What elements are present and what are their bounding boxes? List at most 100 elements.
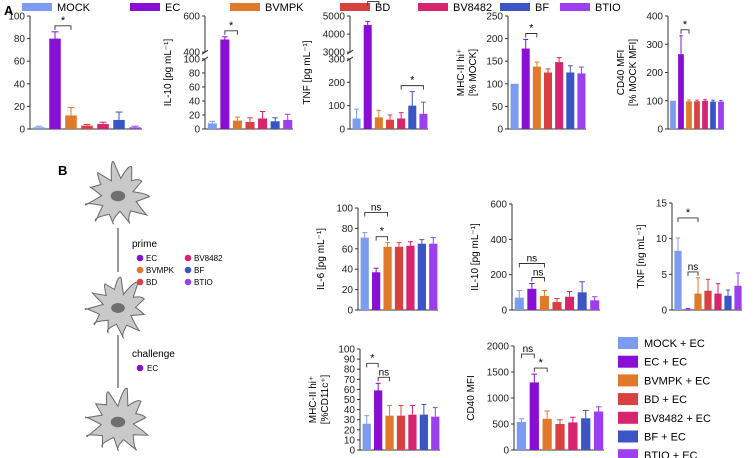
bar-ec <box>527 288 537 310</box>
y-tick-label: 100 <box>8 12 25 23</box>
significance-bracket <box>533 367 548 373</box>
bar-bf <box>270 121 280 129</box>
challenge-item-label: EC <box>147 364 158 373</box>
y-tick-label: 0 <box>194 125 200 136</box>
y-tick-label: 1500 <box>487 368 510 379</box>
bar-mock <box>362 423 371 450</box>
bar-bv8482 <box>555 62 564 129</box>
legend-label: BVMPK <box>265 2 304 14</box>
significance-bracket <box>531 277 545 282</box>
bar-bd <box>552 302 562 310</box>
y-tick-label: 200 <box>490 270 507 281</box>
y-tick-label: 80 <box>344 365 356 376</box>
significance-label: ns <box>533 268 544 279</box>
prime-item-label: BVMPK <box>146 266 175 275</box>
legend-label: MOCK + EC <box>644 338 705 350</box>
legend-swatch-bf <box>618 430 638 443</box>
chart-b-il10: 0 200 400 600 IL-10 [pg mL⁻¹] ns ns <box>470 200 600 317</box>
bar-ec <box>374 390 383 450</box>
legend-swatch-bv8482 <box>618 411 638 424</box>
legend-swatch-btio <box>618 449 638 458</box>
y-tick-label: 60 <box>344 385 356 396</box>
significance-bracket <box>687 271 699 276</box>
y-tick-label: 20 <box>344 425 356 436</box>
bar-mock <box>514 297 524 310</box>
bar-btio <box>718 101 724 129</box>
significance-label: * <box>380 226 385 238</box>
y-tick-label: 60 <box>189 82 201 93</box>
significance-label: * <box>229 20 234 32</box>
y-tick-label: 70 <box>344 375 356 386</box>
legend-label: BD + EC <box>644 394 687 406</box>
y-tick-label: 400 <box>183 48 200 59</box>
significance-bracket <box>518 263 545 268</box>
prime-dot-bv8482 <box>184 254 192 262</box>
bar-bd <box>385 119 395 129</box>
y-tick-label: 0 <box>503 446 509 457</box>
significance-label: * <box>370 352 375 364</box>
bar-ec <box>678 54 684 130</box>
dendritic-cell-schematic <box>84 161 151 452</box>
y-tick-label: 600 <box>183 12 200 23</box>
significance-bracket <box>680 29 690 34</box>
y-tick-label: 60 <box>14 57 26 68</box>
legend-swatch-bd <box>340 3 370 11</box>
bar-bv8482 <box>408 414 417 450</box>
cell-nucleus <box>111 303 125 313</box>
bar-bvmpk <box>542 418 552 450</box>
significance-label: * <box>539 357 544 369</box>
cell-nucleus <box>110 190 126 202</box>
significance-bracket <box>400 85 424 90</box>
bar-mock <box>516 421 527 450</box>
bar-bf <box>408 105 417 129</box>
y-tick-label: 100 <box>183 54 200 65</box>
bar-bf <box>566 72 575 129</box>
chart-a-cd40: 0 100 200 300 400 CD40 MFI [% MOCK MFI] * <box>616 12 724 136</box>
legend-label: BF + EC <box>644 432 686 444</box>
y-tick-label: 5 <box>661 270 667 281</box>
chart-a-mhc: 0 50 100 150 200 250 MHC-II hi⁺ [% MOCK] * <box>456 12 586 136</box>
significance-bracket <box>367 0 380 6</box>
bar-btio <box>590 300 600 310</box>
y-tick-label: 4000 <box>323 30 346 41</box>
significance-bracket <box>54 25 72 30</box>
bar-bf <box>710 101 716 129</box>
legend-swatch-btio <box>560 3 590 11</box>
y-tick-label: 0 <box>339 125 345 136</box>
legend-swatch-mock <box>22 3 52 11</box>
legend-label: BV8482 + EC <box>644 413 711 425</box>
bar-btio <box>429 243 438 310</box>
y-tick-label: 200 <box>486 34 503 45</box>
bar-mock <box>207 123 217 129</box>
legend-label: BTIO <box>595 2 621 14</box>
y-tick-label: 300 <box>328 54 345 65</box>
y-tick-label: 500 <box>492 420 509 431</box>
y-tick-label: 0 <box>661 306 667 317</box>
bar-mock <box>352 118 361 129</box>
y-tick-label: 100 <box>336 204 353 215</box>
legend-label: BF <box>535 2 549 14</box>
bar-btio <box>283 119 293 129</box>
y-axis-label: TNF [pg mL⁻¹] <box>302 40 313 104</box>
prime-dot-bf <box>184 266 192 274</box>
bar-bd <box>543 72 553 129</box>
y-axis-label: IL-6 [pg mL⁻¹] <box>316 228 327 290</box>
significance-bracket <box>520 353 535 359</box>
bar-bf <box>581 418 591 450</box>
bar-bv8482 <box>397 118 406 129</box>
y-tick-label: 30 <box>344 415 356 426</box>
bar-ec <box>220 39 230 130</box>
y-tick-label: 90 <box>344 355 356 366</box>
bar-bvmpk <box>232 120 242 129</box>
prime-item-label: BF <box>194 266 204 275</box>
legend-swatch-bvmpk <box>618 374 638 387</box>
bar-btio <box>593 411 604 450</box>
cell-nucleus <box>110 416 126 428</box>
bar-bv8482 <box>258 118 268 129</box>
bar-bvmpk <box>385 415 394 450</box>
y-tick-label: 10 <box>344 435 356 446</box>
prime-item-label: BV8482 <box>194 254 223 263</box>
